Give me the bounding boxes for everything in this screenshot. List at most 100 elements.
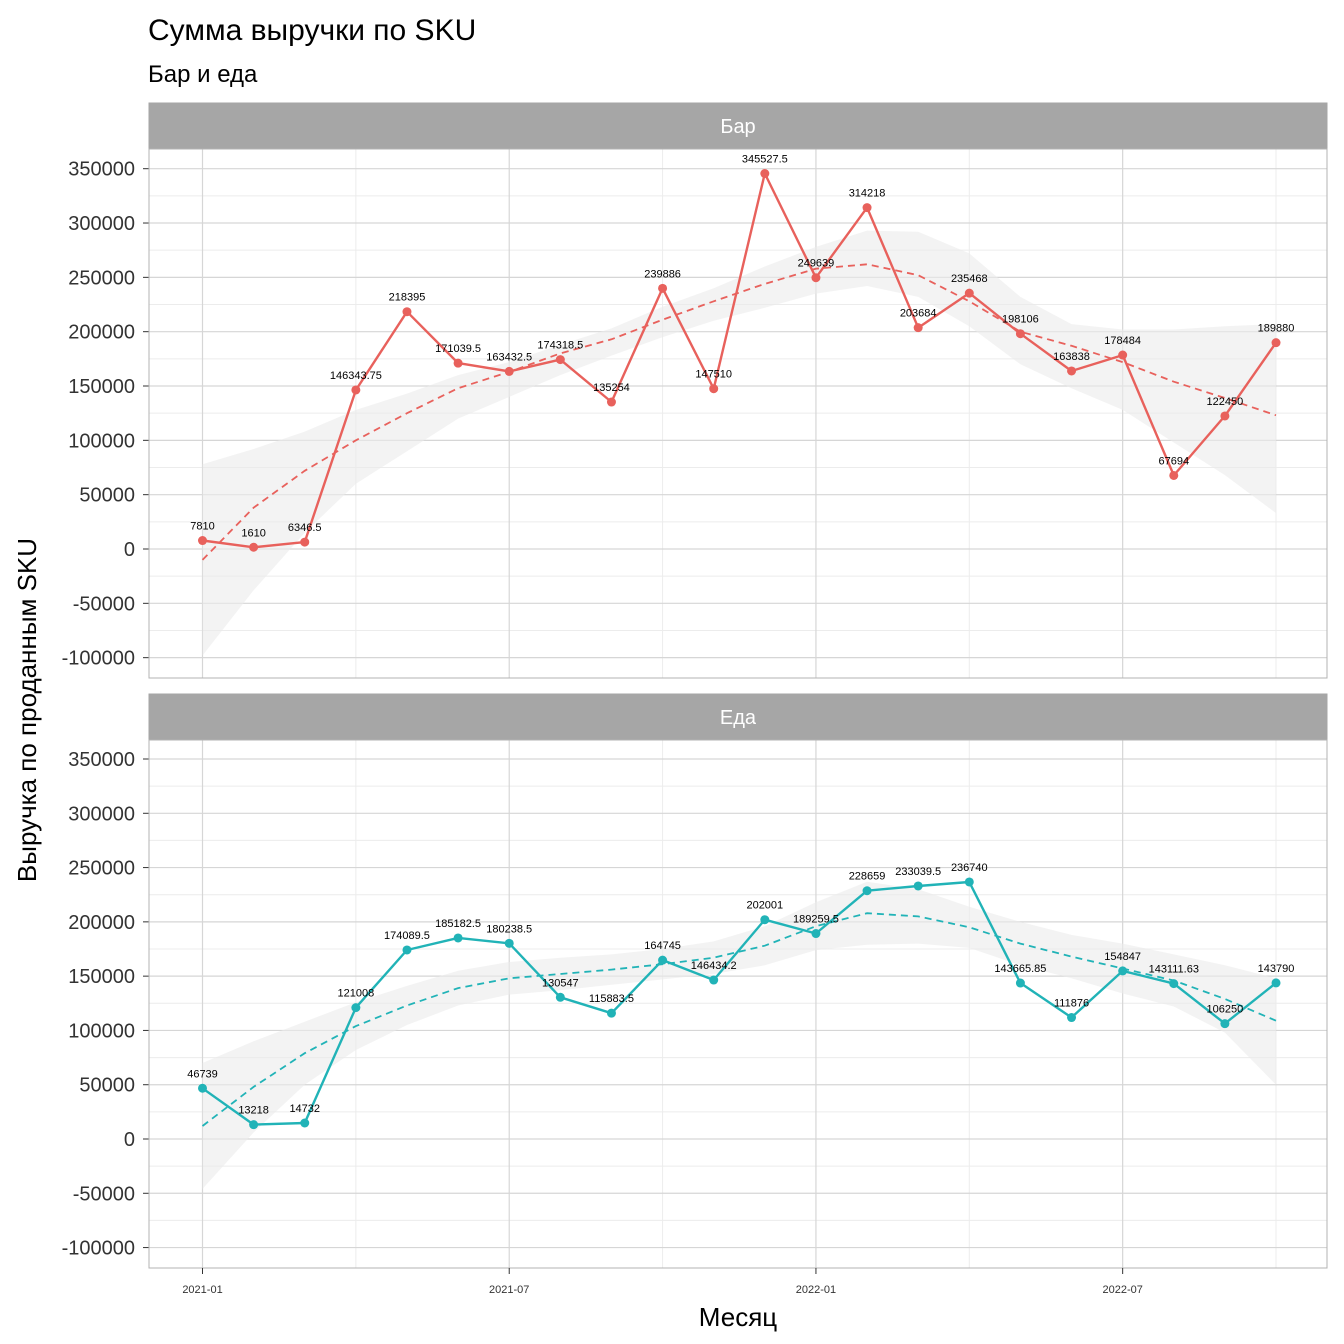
data-label: 235468 bbox=[951, 273, 988, 285]
data-point bbox=[504, 366, 514, 376]
data-label: 189880 bbox=[1258, 323, 1295, 335]
data-point bbox=[709, 975, 719, 985]
data-label: 121008 bbox=[338, 988, 375, 1000]
data-label: 164745 bbox=[644, 940, 681, 952]
data-label: 178484 bbox=[1104, 335, 1141, 347]
data-label: 135254 bbox=[593, 382, 630, 394]
data-point bbox=[198, 536, 207, 546]
data-label: 171039.5 bbox=[435, 343, 481, 355]
y-tick-label: 100000 bbox=[68, 430, 135, 452]
data-point bbox=[1118, 350, 1128, 360]
x-tick-label: 2022-01 bbox=[796, 1284, 836, 1296]
x-axis-title: Месяц bbox=[699, 1302, 777, 1332]
x-axis: 2021-01 2021-07 2022-01 2022-07 bbox=[182, 1268, 1143, 1296]
data-point bbox=[300, 1118, 310, 1128]
y-tick-label: -100000 bbox=[62, 648, 135, 670]
confidence-band bbox=[202, 230, 1276, 656]
data-label: 218395 bbox=[389, 292, 426, 304]
data-point bbox=[504, 938, 514, 948]
data-point bbox=[351, 1003, 361, 1013]
data-label: 143665.85 bbox=[994, 963, 1046, 975]
data-label: 314218 bbox=[849, 188, 886, 200]
data-label: 147510 bbox=[695, 369, 732, 381]
data-label: 174089.5 bbox=[384, 930, 430, 942]
facet-strip bbox=[148, 102, 1328, 150]
data-point bbox=[300, 537, 310, 547]
data-label: 67694 bbox=[1158, 455, 1189, 467]
chart-subtitle: Бар и еда bbox=[148, 61, 258, 88]
data-point bbox=[1015, 329, 1025, 339]
data-label: 7810 bbox=[190, 521, 214, 533]
data-point bbox=[709, 384, 719, 394]
data-point bbox=[862, 203, 872, 213]
y-tick-label: -100000 bbox=[62, 1238, 135, 1260]
data-label: 6346.5 bbox=[288, 522, 322, 534]
series-line bbox=[201, 880, 1277, 1126]
data-label: 154847 bbox=[1104, 951, 1141, 963]
data-label: 202001 bbox=[746, 900, 783, 912]
trend-line bbox=[201, 263, 1277, 561]
facet-strip-label: Бар bbox=[720, 116, 755, 138]
data-point bbox=[913, 323, 923, 333]
data-point bbox=[658, 283, 668, 293]
data-label: 249639 bbox=[798, 258, 835, 270]
data-point bbox=[453, 358, 463, 368]
data-label: 236740 bbox=[951, 862, 988, 874]
data-point bbox=[402, 307, 412, 317]
y-axis-title: Выручка по проданным SKU bbox=[12, 538, 42, 882]
y-tick-label: -50000 bbox=[73, 1183, 135, 1205]
data-label: 163838 bbox=[1053, 351, 1090, 363]
y-tick-label: 300000 bbox=[68, 803, 135, 825]
y-tick-label: 150000 bbox=[68, 376, 135, 398]
data-point bbox=[964, 288, 974, 298]
data-point bbox=[555, 355, 565, 365]
data-point bbox=[249, 542, 259, 552]
y-tick-label: 0 bbox=[124, 539, 135, 561]
data-label: 46739 bbox=[187, 1068, 218, 1080]
data-point bbox=[1169, 470, 1179, 480]
data-label: 130547 bbox=[542, 977, 579, 989]
data-point bbox=[249, 1120, 259, 1130]
y-tick-label: 50000 bbox=[79, 485, 135, 507]
data-point bbox=[1220, 1019, 1230, 1029]
data-point bbox=[1067, 1013, 1077, 1023]
x-tick-label: 2021-07 bbox=[489, 1284, 529, 1296]
data-point bbox=[555, 992, 565, 1002]
data-label: 174318.5 bbox=[537, 340, 583, 352]
data-point bbox=[351, 385, 361, 395]
y-tick-label: 0 bbox=[124, 1129, 135, 1151]
data-point bbox=[811, 273, 821, 283]
data-label: 143111.63 bbox=[1149, 964, 1199, 976]
data-point bbox=[811, 929, 821, 939]
facet-strip-label: Еда bbox=[720, 707, 757, 729]
facet-panels: Бар 350000 300000 250000 200000 150000 100000 5… bbox=[62, 102, 1328, 1269]
data-point bbox=[964, 877, 974, 887]
data-label: 163432.5 bbox=[486, 351, 532, 363]
data-label: 228659 bbox=[849, 871, 886, 883]
facet-panel: Еда 350000 300000 250000 200000 150000 100000 5… bbox=[62, 693, 1328, 1269]
data-point bbox=[1169, 979, 1179, 989]
data-label: 203684 bbox=[900, 308, 937, 320]
data-label: 146343.75 bbox=[330, 370, 382, 382]
data-label: 143790 bbox=[1258, 963, 1295, 975]
chart-title: Сумма выручки по SKU bbox=[148, 14, 476, 47]
data-point bbox=[1271, 978, 1281, 988]
data-label: 115883.5 bbox=[589, 993, 634, 1005]
y-tick-label: 150000 bbox=[68, 966, 135, 988]
y-tick-label: 50000 bbox=[79, 1075, 135, 1097]
y-tick-label: -50000 bbox=[73, 593, 135, 615]
y-tick-label: 350000 bbox=[68, 159, 135, 181]
y-tick-label: 100000 bbox=[68, 1020, 135, 1042]
panel-background bbox=[149, 740, 1327, 1268]
x-tick-label: 2022-07 bbox=[1102, 1284, 1142, 1296]
data-point bbox=[453, 933, 463, 943]
data-point bbox=[1067, 366, 1077, 376]
y-tick-label: 200000 bbox=[68, 912, 135, 934]
y-tick-label: 250000 bbox=[68, 267, 135, 289]
data-label: 198106 bbox=[1002, 314, 1039, 326]
data-label: 13218 bbox=[238, 1105, 269, 1117]
data-label: 233039.5 bbox=[895, 866, 941, 878]
data-point bbox=[760, 915, 770, 925]
data-label: 180238.5 bbox=[486, 923, 532, 935]
data-point bbox=[862, 886, 872, 896]
